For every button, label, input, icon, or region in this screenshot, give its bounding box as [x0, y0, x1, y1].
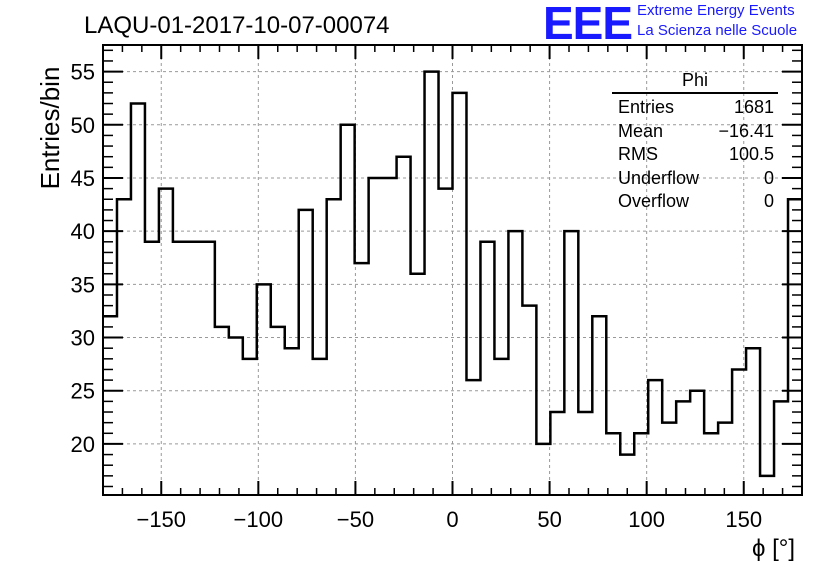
stats-value: −16.41	[718, 120, 774, 141]
stats-label: RMS	[618, 144, 658, 164]
stats-value: 0	[763, 191, 774, 211]
stats-label: Entries	[618, 97, 675, 117]
stats-value: 0	[763, 167, 774, 188]
x-axis-label: ϕ [°]	[752, 535, 796, 562]
stats-label: Mean	[618, 120, 664, 141]
logo-line-1: Extreme Energy Events	[637, 2, 795, 19]
axes: −150 −100 −50 0 50 100 150 20 25 30 35 40 45 50 55	[71, 44, 803, 532]
y-tick-label: 40	[71, 219, 95, 244]
x-tick-label: 150	[725, 507, 762, 532]
x-tick-label: 0	[446, 507, 458, 532]
x-tick-label: 50	[537, 507, 561, 532]
stats-label: Overflow	[618, 191, 690, 211]
x-tick-label: −50	[337, 507, 374, 532]
x-tick-label: −150	[136, 507, 186, 532]
stats-value: 100.5	[728, 144, 774, 164]
y-tick-label: 25	[71, 379, 95, 404]
stats-box: Phi Entries 1681 Mean −16.41 RMS 100.5 U…	[608, 70, 778, 214]
y-tick-label: 55	[71, 60, 95, 85]
histogram-line	[103, 70, 802, 478]
eee-logo: EEE	[543, 0, 633, 49]
y-tick-label: 50	[71, 113, 95, 138]
y-tick-label: 45	[71, 166, 95, 191]
histogram-series	[103, 70, 802, 478]
stats-row-rms: RMS 100.5	[608, 143, 778, 167]
stats-value: 1681	[733, 97, 774, 117]
y-tick-label: 20	[71, 432, 95, 457]
y-axis-label: Entries/bin	[35, 66, 65, 190]
chart-title: LAQU-01-2017-10-07-00074	[84, 12, 390, 39]
y-tick-label: 30	[71, 326, 95, 351]
x-tick-label: 100	[628, 507, 665, 532]
stats-title: Phi	[612, 70, 778, 94]
stats-row-overflow: Overflow 0	[608, 190, 778, 214]
stats-row-underflow: Underflow 0	[608, 167, 778, 191]
x-tick-label: −100	[234, 507, 284, 532]
stats-label: Underflow	[618, 167, 700, 188]
logo-line-2: La Scienza nelle Scuole	[637, 22, 798, 39]
stats-row-entries: Entries 1681	[608, 96, 778, 120]
stats-row-mean: Mean −16.41	[608, 120, 778, 144]
y-tick-label: 35	[71, 272, 95, 297]
